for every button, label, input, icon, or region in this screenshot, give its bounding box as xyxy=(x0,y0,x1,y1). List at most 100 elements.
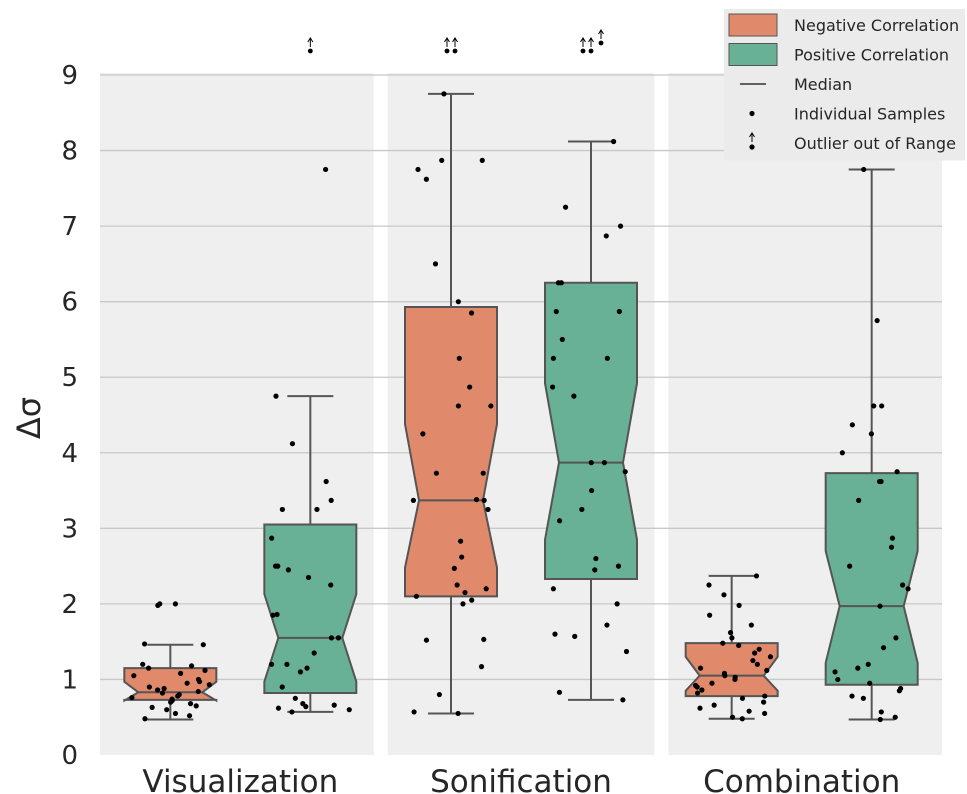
sample-point xyxy=(762,710,768,717)
sample-point xyxy=(335,635,342,641)
sample-point xyxy=(706,582,712,588)
sample-point xyxy=(467,384,473,390)
sample-point xyxy=(141,641,148,647)
sample-point xyxy=(154,687,161,693)
sample-point xyxy=(860,695,866,701)
sample-point xyxy=(269,535,275,541)
sample-point xyxy=(754,661,760,667)
outlier-dot xyxy=(444,48,450,54)
sample-point xyxy=(273,393,279,399)
sample-point xyxy=(157,601,163,607)
sample-point xyxy=(451,565,457,571)
sample-point xyxy=(274,611,280,618)
sample-point xyxy=(478,664,485,670)
sample-point xyxy=(617,223,624,229)
sample-point xyxy=(579,506,585,513)
sample-point xyxy=(756,646,762,652)
sample-point xyxy=(761,699,767,705)
legend: Negative Correlation Positive Correlation… xyxy=(724,9,965,161)
sample-point xyxy=(707,612,713,618)
sample-point xyxy=(622,469,628,475)
sample-point xyxy=(767,654,774,660)
sample-point xyxy=(458,538,464,544)
sample-point xyxy=(311,650,317,656)
sample-point xyxy=(871,403,877,409)
outlier-dot xyxy=(598,40,604,46)
outlier-dot xyxy=(588,48,594,54)
sample-point xyxy=(589,487,595,494)
sample-point xyxy=(556,518,563,524)
sample-point xyxy=(721,670,728,677)
box-plots xyxy=(123,92,919,721)
sample-point xyxy=(469,597,475,603)
sample-point xyxy=(270,612,276,618)
y-tick-label: 9 xyxy=(61,61,78,91)
sample-point xyxy=(415,166,421,173)
sample-point xyxy=(195,676,202,683)
outlier-marker xyxy=(307,37,314,54)
sample-point xyxy=(323,478,329,485)
sample-point xyxy=(454,582,460,588)
sample-point xyxy=(604,355,610,361)
x-category-label: Combination xyxy=(703,764,900,794)
box xyxy=(404,305,498,598)
sample-point xyxy=(552,631,558,637)
category-panels xyxy=(100,73,942,755)
sample-point xyxy=(559,336,565,343)
sample-point xyxy=(571,393,577,399)
sample-point xyxy=(721,592,727,598)
legend-label: Positive Correlation xyxy=(794,46,949,65)
y-tick-label: 0 xyxy=(61,741,78,771)
y-tick-label: 6 xyxy=(61,288,78,318)
outlier-marker xyxy=(444,37,450,54)
sample-point xyxy=(304,665,310,671)
sample-point xyxy=(164,707,170,713)
sample-point xyxy=(611,138,617,145)
sample-point xyxy=(764,667,770,673)
sample-point xyxy=(131,673,137,679)
sample-point xyxy=(297,669,304,675)
outlier-arrow-head xyxy=(588,37,594,43)
sample-point xyxy=(411,709,417,715)
sample-point xyxy=(616,308,622,315)
sample-point xyxy=(750,657,756,664)
sample-point xyxy=(762,693,768,699)
y-tick-label: 4 xyxy=(61,439,78,469)
outlier-marker xyxy=(598,29,604,46)
sample-point xyxy=(200,642,206,648)
sample-point xyxy=(603,233,609,239)
sample-point xyxy=(146,684,152,690)
x-axis: Visualization Sonification Combination xyxy=(142,764,900,794)
sample-point xyxy=(572,633,578,639)
sample-point xyxy=(874,317,880,324)
outlier-arrow-head xyxy=(452,37,458,43)
outlier-marker xyxy=(588,37,594,54)
legend-swatch xyxy=(728,13,778,37)
sample-point xyxy=(184,680,190,686)
sample-point xyxy=(275,705,282,711)
sample-point xyxy=(861,166,867,173)
sample-point xyxy=(697,705,703,711)
legend-outlier-dot xyxy=(749,144,755,150)
sample-point xyxy=(729,714,736,720)
sample-point xyxy=(346,707,352,713)
sample-point xyxy=(753,573,760,579)
sample-point xyxy=(149,704,155,711)
sample-point xyxy=(432,261,439,267)
sample-points xyxy=(129,91,911,723)
sample-point xyxy=(562,204,569,210)
sample-point xyxy=(550,586,556,592)
sample-point xyxy=(558,280,564,286)
sample-point xyxy=(694,690,701,696)
sample-point xyxy=(140,661,146,667)
sample-point xyxy=(441,91,447,97)
y-axis-label: Δσ xyxy=(10,397,48,439)
sample-point xyxy=(462,589,468,596)
legend-label: Individual Samples xyxy=(794,105,945,124)
sample-point xyxy=(889,535,896,541)
sample-point xyxy=(601,460,608,466)
legend-label: Median xyxy=(794,75,852,94)
sample-point xyxy=(202,667,208,673)
sample-point xyxy=(323,166,329,173)
